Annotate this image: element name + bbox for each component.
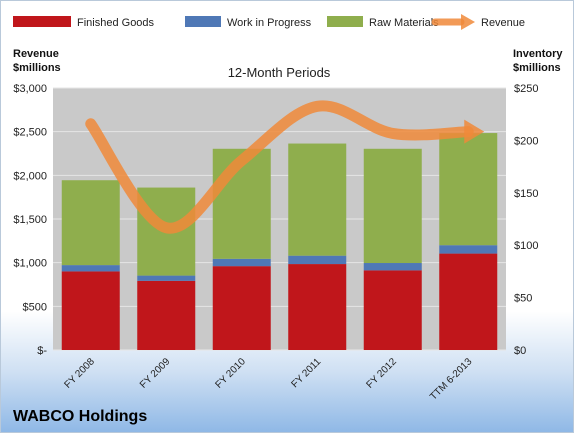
legend-swatch <box>327 16 363 27</box>
bar-finished-goods <box>439 253 498 350</box>
legend-label: Revenue <box>481 17 525 29</box>
bar-work-in-progress <box>288 255 347 265</box>
chart-title: 12-Month Periods <box>228 65 331 80</box>
bar-finished-goods <box>212 266 271 350</box>
revenue-line <box>85 100 474 234</box>
right-axis-title-unit: $millions <box>513 62 561 74</box>
bar-work-in-progress <box>363 263 422 271</box>
company-name: WABCO Holdings <box>13 408 147 425</box>
category-label: FY 2008 <box>62 356 97 391</box>
bar-raw-materials <box>439 133 498 246</box>
left-tick-label: $2,500 <box>13 127 47 139</box>
legend-arrowhead <box>461 14 475 30</box>
category-label: FY 2011 <box>290 356 324 390</box>
left-tick-label: $1,000 <box>13 258 47 270</box>
bar-work-in-progress <box>439 245 498 254</box>
right-tick-label: $150 <box>514 188 538 200</box>
bar-work-in-progress <box>137 275 196 281</box>
bar-raw-materials <box>61 180 120 266</box>
right-tick-label: $0 <box>514 345 526 357</box>
left-axis-title-unit: $millions <box>13 62 61 74</box>
right-tick-label: $50 <box>514 293 532 305</box>
bar-raw-materials <box>288 143 347 256</box>
bar-finished-goods <box>288 264 347 350</box>
left-tick-label: $2,000 <box>13 170 47 182</box>
bar-finished-goods <box>363 270 422 350</box>
left-tick-label: $500 <box>23 301 47 313</box>
category-label: TTM 6-2013 <box>428 356 475 403</box>
bar-finished-goods <box>61 271 120 350</box>
left-tick-label: $3,000 <box>13 83 47 95</box>
legend-label: Work in Progress <box>227 17 312 29</box>
bar-work-in-progress <box>212 258 271 267</box>
bar-work-in-progress <box>61 265 120 272</box>
left-axis-title: Revenue <box>13 48 59 60</box>
revenue-arrowhead <box>464 119 485 144</box>
left-tick-label: $- <box>37 345 47 357</box>
bar-finished-goods <box>137 280 196 350</box>
right-tick-label: $100 <box>514 240 538 252</box>
legend-swatch <box>185 16 221 27</box>
left-tick-label: $1,500 <box>13 214 47 226</box>
bar-raw-materials <box>363 148 422 264</box>
right-tick-label: $200 <box>514 135 538 147</box>
legend-label: Raw Materials <box>369 17 439 29</box>
right-axis-title: Inventory <box>513 48 563 60</box>
category-label: FY 2012 <box>364 356 399 391</box>
legend-swatch <box>13 16 71 27</box>
legend-label: Finished Goods <box>77 17 155 29</box>
category-label: FY 2009 <box>138 356 173 391</box>
category-label: FY 2010 <box>213 356 248 391</box>
right-tick-label: $250 <box>514 83 538 95</box>
